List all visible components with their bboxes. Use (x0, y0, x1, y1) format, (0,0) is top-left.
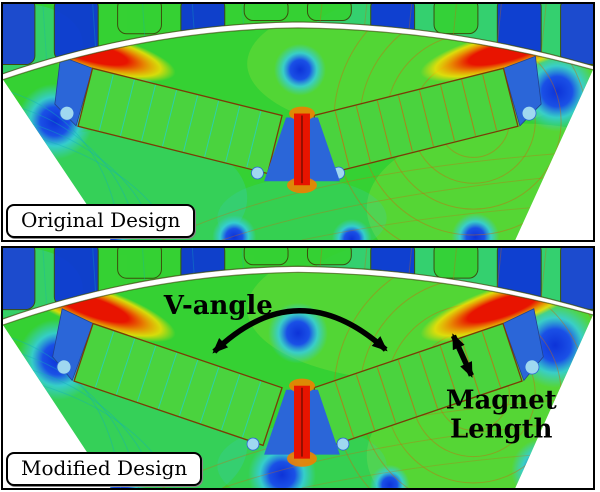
airgap-rotor-arc (3, 271, 593, 326)
airgap-stator-arc (3, 21, 593, 75)
airgap-rotor-arc (3, 27, 593, 81)
center-bridge (264, 378, 340, 467)
airgap-stator-arc (3, 265, 593, 320)
center-bridge (264, 106, 340, 194)
panel-label-modified: Modified Design (6, 452, 203, 486)
panel-label-original-text: Original Design (21, 208, 181, 232)
panel-original-design: Original Design (1, 2, 595, 242)
panel-label-original: Original Design (6, 204, 196, 238)
panel-modified-design: V-angle Magnet Length Modified Design (1, 246, 595, 490)
stator-band (3, 248, 593, 319)
panel-label-modified-text: Modified Design (21, 456, 188, 480)
